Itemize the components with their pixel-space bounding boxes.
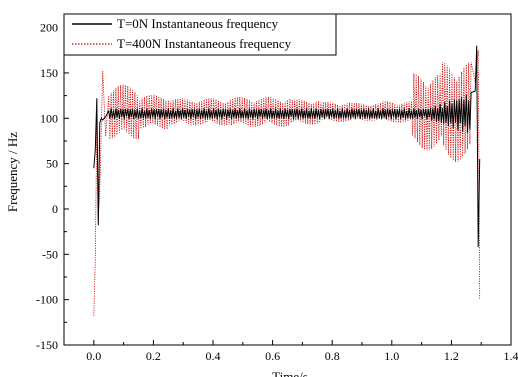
legend-label-t0n: T=0N Instantaneous frequency — [117, 16, 279, 31]
y-tick-label: 100 — [40, 111, 58, 125]
x-tick-label: 1.2 — [444, 349, 459, 363]
y-tick-label: -100 — [36, 293, 58, 307]
x-tick-label: 1.0 — [384, 349, 399, 363]
x-tick-label: 1.4 — [504, 349, 518, 363]
x-tick-label: 0.4 — [206, 349, 221, 363]
x-tick-label: 0.6 — [265, 349, 280, 363]
series-line-t400n — [93, 50, 481, 317]
y-tick-label: 200 — [40, 21, 58, 35]
x-tick-label: 0.2 — [146, 349, 161, 363]
y-tick-label: 150 — [40, 66, 58, 80]
series-line-t0n — [93, 45, 481, 248]
x-axis-title: Time/s — [272, 369, 308, 377]
legend-label-t400n: T=400N Instantaneous frequency — [117, 36, 292, 51]
legend-box — [63, 13, 337, 56]
y-tick-label: 0 — [52, 202, 58, 216]
y-tick-label: -150 — [36, 338, 58, 352]
y-axis-title: Frequency / Hz — [5, 132, 20, 212]
y-tick-label: 50 — [46, 157, 58, 171]
legend: T=0N Instantaneous frequency T=400N Inst… — [63, 13, 337, 56]
x-tick-label: 0.8 — [325, 349, 340, 363]
x-tick-label: 0.0 — [86, 349, 101, 363]
y-axis: -150 -100 -50 0 50 100 150 200 — [36, 21, 69, 352]
plot-area-frame — [63, 13, 512, 346]
x-axis: 0.0 0.2 0.4 0.6 0.8 1.0 1.2 1.4 — [86, 340, 518, 363]
y-tick-label: -50 — [42, 247, 58, 261]
